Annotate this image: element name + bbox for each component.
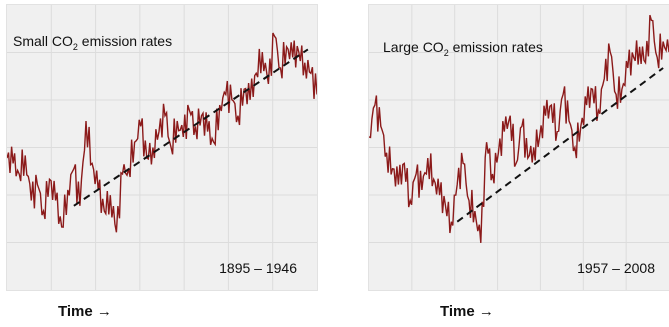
chart-panel-small: Small CO2 emission rates 1895 – 1946: [6, 4, 318, 291]
trend-line: [456, 67, 664, 223]
series-marks: [7, 32, 317, 233]
chart-title: Large CO2 emission rates: [383, 39, 543, 58]
chart-svg-large: [369, 5, 669, 290]
series-line: [369, 14, 669, 243]
series-line: [7, 32, 317, 233]
period-label: 1895 – 1946: [219, 260, 297, 276]
chart-title: Small CO2 emission rates: [13, 33, 173, 52]
grid: [369, 5, 669, 290]
period-label: 1957 – 2008: [577, 260, 655, 276]
x-axis-label-large: Time →: [440, 303, 494, 320]
x-axis-label-small: Time →: [58, 303, 112, 320]
trend-line: [73, 48, 309, 207]
chart-svg-small: [7, 5, 317, 290]
chart-panel-large: Large CO2 emission rates 1957 – 2008: [368, 4, 669, 291]
series-marks: [369, 14, 669, 243]
